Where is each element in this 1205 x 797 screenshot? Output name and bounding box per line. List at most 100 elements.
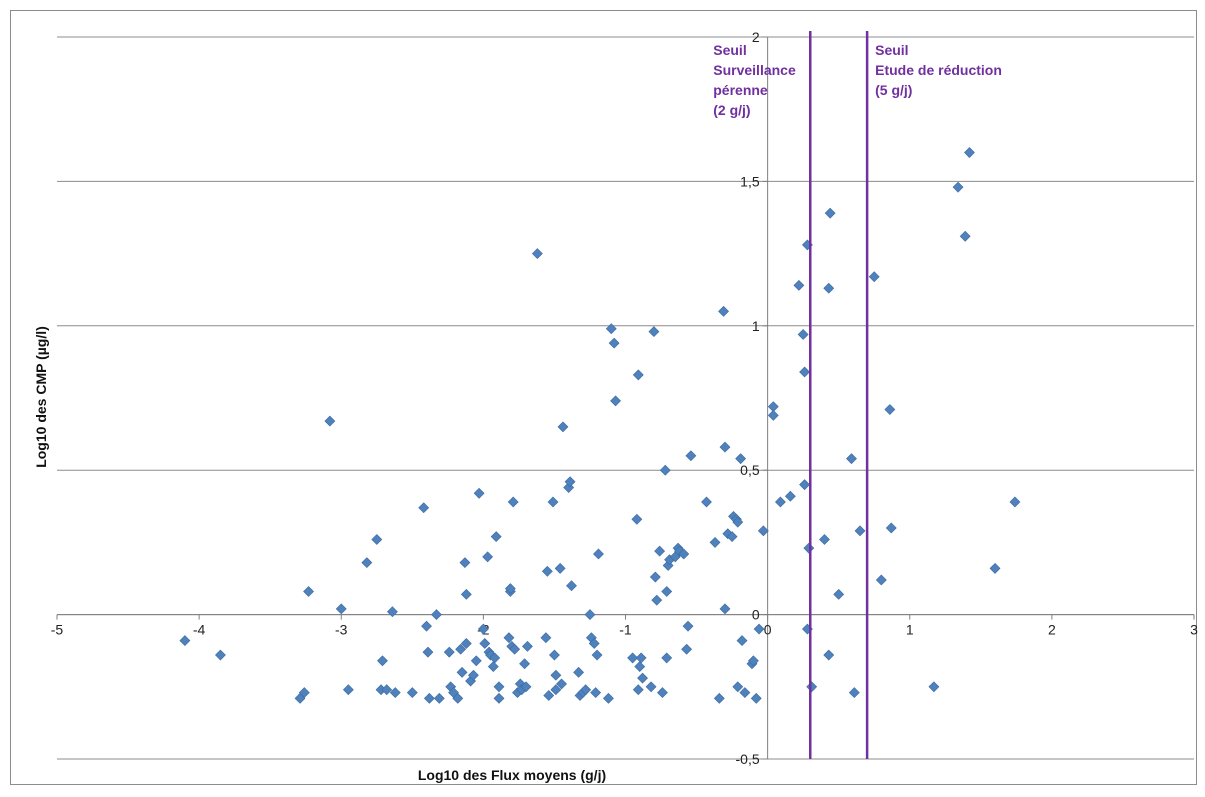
data-point-147 (846, 454, 856, 464)
data-point-108 (683, 621, 693, 631)
x-tick-label-4: -1 (619, 622, 632, 638)
data-point-9 (372, 535, 382, 545)
data-point-127 (751, 693, 761, 703)
data-point-83 (609, 338, 619, 348)
data-point-132 (775, 497, 785, 507)
data-point-7 (325, 416, 335, 426)
x-tick-label-6: 1 (906, 622, 914, 638)
data-point-0 (180, 636, 190, 646)
data-point-131 (768, 410, 778, 420)
data-point-57 (532, 249, 542, 259)
data-point-152 (885, 405, 895, 415)
data-point-61 (548, 497, 558, 507)
y-tick-label-5: 2 (752, 29, 760, 45)
data-point-135 (798, 329, 808, 339)
data-point-149 (855, 526, 865, 536)
axes (57, 37, 1194, 759)
data-point-137 (800, 480, 810, 490)
x-tick-label-7: 2 (1048, 622, 1056, 638)
data-point-97 (657, 688, 667, 698)
data-point-81 (603, 693, 613, 703)
data-point-156 (960, 231, 970, 241)
data-point-82 (606, 324, 616, 334)
data-point-146 (834, 589, 844, 599)
data-point-145 (825, 208, 835, 218)
data-point-112 (714, 693, 724, 703)
x-tick-label-1: -4 (193, 622, 206, 638)
data-point-71 (574, 667, 584, 677)
data-point-150 (869, 272, 879, 282)
data-point-27 (457, 667, 467, 677)
grid-lines (57, 37, 1194, 759)
data-point-88 (633, 685, 643, 695)
data-point-78 (591, 688, 601, 698)
data-point-49 (508, 497, 518, 507)
data-point-18 (423, 647, 433, 657)
data-point-34 (474, 488, 484, 498)
data-point-136 (800, 367, 810, 377)
data-point-98 (660, 465, 670, 475)
data-point-159 (1010, 497, 1020, 507)
data-point-99 (662, 653, 672, 663)
data-point-59 (542, 566, 552, 576)
data-point-109 (686, 451, 696, 461)
data-point-121 (733, 682, 743, 692)
x-tick-label-8: 3 (1190, 622, 1198, 638)
data-point-63 (551, 670, 561, 680)
data-point-56 (522, 641, 532, 651)
data-point-151 (876, 575, 886, 585)
y-axis-title: Log10 des CMP (µg/l) (33, 326, 49, 468)
data-point-95 (652, 595, 662, 605)
threshold-lines: Seuil Surveillance pérenne (2 g/j) Seuil Etud… (713, 31, 1002, 759)
data-point-140 (804, 543, 814, 553)
data-point-80 (593, 549, 603, 559)
data-point-111 (710, 537, 720, 547)
threshold-label-0-line-0: Seuil (713, 42, 746, 58)
data-point-28 (460, 558, 470, 568)
data-point-86 (632, 514, 642, 524)
data-point-5 (336, 604, 346, 614)
y-tick-label-3: 1 (752, 318, 760, 334)
data-point-158 (990, 563, 1000, 573)
data-point-58 (541, 633, 551, 643)
data-point-93 (649, 327, 659, 337)
data-point-157 (964, 148, 974, 158)
x-axis-title: Log10 des Flux moyens (g/j) (418, 767, 606, 783)
data-point-33 (471, 656, 481, 666)
data-point-142 (819, 535, 829, 545)
data-point-148 (849, 688, 859, 698)
x-tick-label-0: -5 (51, 622, 64, 638)
data-point-62 (549, 650, 559, 660)
data-point-143 (824, 650, 834, 660)
threshold-label-0-line-3: (2 g/j) (713, 102, 750, 118)
data-point-107 (682, 644, 692, 654)
data-point-70 (566, 581, 576, 591)
data-point-8 (362, 558, 372, 568)
data-point-1 (215, 650, 225, 660)
data-point-144 (824, 283, 834, 293)
data-point-44 (494, 682, 504, 692)
data-point-40 (488, 662, 498, 672)
data-point-134 (794, 280, 804, 290)
x-tick-label-5: 0 (764, 622, 772, 638)
data-point-75 (585, 610, 595, 620)
data-point-84 (611, 396, 621, 406)
data-point-4 (304, 586, 314, 596)
data-point-129 (758, 526, 768, 536)
data-point-20 (431, 610, 441, 620)
data-point-16 (419, 503, 429, 513)
data-point-22 (444, 647, 454, 657)
data-point-29 (461, 589, 471, 599)
data-point-36 (480, 638, 490, 648)
data-point-45 (504, 633, 514, 643)
data-point-13 (387, 607, 397, 617)
data-point-11 (377, 656, 387, 666)
data-point-89 (635, 662, 645, 672)
data-point-154 (929, 682, 939, 692)
data-point-54 (520, 659, 530, 669)
y-tick-label-0: -0,5 (736, 751, 760, 767)
data-point-141 (807, 682, 817, 692)
y-tick-label-4: 1,5 (740, 173, 760, 189)
y-tick-label-2: 0,5 (740, 462, 760, 478)
